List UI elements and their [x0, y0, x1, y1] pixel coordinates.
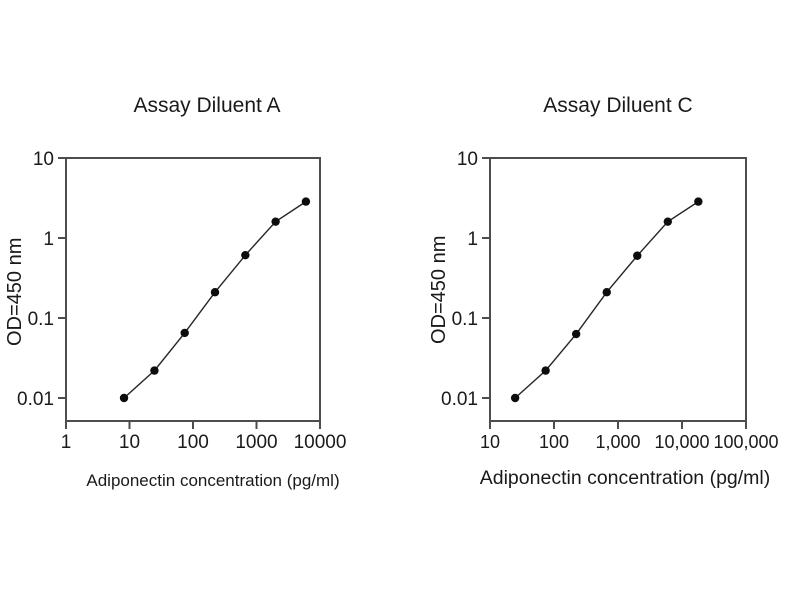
data-point — [301, 197, 311, 206]
y-tick-label: 0.1 — [452, 309, 478, 330]
y-tick-label: 10 — [33, 149, 54, 170]
data-point — [694, 197, 703, 206]
data-point — [150, 366, 159, 375]
data-point — [241, 250, 250, 260]
x-tick-label: 10,000 — [654, 432, 709, 452]
x-tick-label: 10 — [119, 432, 140, 453]
x-tick-label: 100 — [539, 432, 569, 452]
x-tick-label: 10000 — [294, 432, 347, 453]
data-point — [633, 251, 642, 260]
x-axis-title: Adiponectin concentration (pg/ml) — [479, 467, 771, 489]
chart-graphics-0: 1 10 100 1000 10000 10 1 0.1 0.01 — [17, 149, 346, 453]
x-tick-label: 100,000 — [713, 432, 778, 452]
y-tick-label: 0.1 — [28, 309, 54, 330]
data-point — [571, 329, 581, 339]
y-tick-label: 0.01 — [17, 389, 54, 410]
data-point — [541, 366, 550, 375]
y-axis-title: OD=450 nm — [428, 235, 450, 344]
y-tick-label: 1 — [467, 229, 478, 250]
x-tick-label: 1 — [61, 432, 72, 453]
y-tick-label: 10 — [457, 149, 478, 170]
data-point — [180, 328, 189, 338]
x-tick-label: 1,000 — [595, 432, 640, 452]
chart-title: Assay Diluent C — [543, 94, 693, 117]
plot-frame — [65, 157, 321, 422]
data-point — [210, 288, 220, 297]
chart-graphics-1: 10 100 1,000 10,000 100,000 10 1 0.1 0.01 — [441, 149, 779, 452]
data-point — [271, 217, 280, 226]
chart-title: Assay Diluent A — [133, 94, 281, 117]
data-point — [119, 393, 129, 403]
x-tick-label: 10 — [480, 432, 500, 452]
data-point — [663, 217, 673, 226]
data-point — [602, 288, 611, 297]
y-tick-label: 0.01 — [441, 389, 478, 410]
x-tick-label: 100 — [177, 432, 209, 453]
data-point — [510, 393, 520, 403]
y-tick-label: 1 — [43, 229, 54, 250]
y-axis-title: OD=450 nm — [4, 237, 26, 346]
plot-frame — [489, 157, 747, 422]
x-tick-label: 1000 — [235, 432, 277, 453]
x-axis-title: Adiponectin concentration (pg/ml) — [86, 471, 340, 490]
